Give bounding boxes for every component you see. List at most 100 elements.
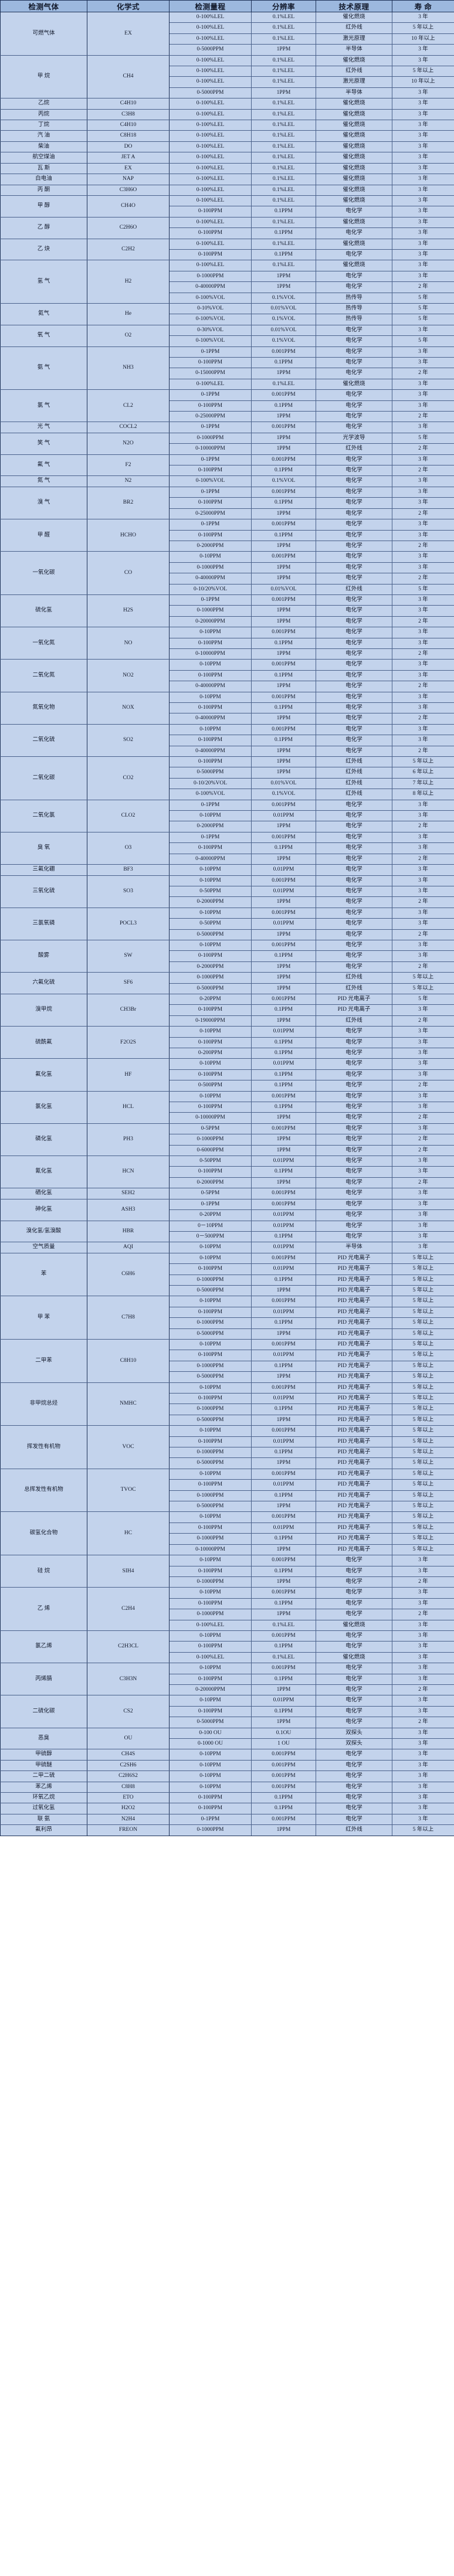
cell-resolution: 0.1PPM <box>251 206 316 218</box>
cell-detection-range: 0-100%VOL <box>169 789 252 800</box>
cell-lifetime: 2 年 <box>392 465 454 477</box>
table-row: 0-100%LEL 0.1%LEL 激光原理 10 年以上 <box>1 33 454 45</box>
cell-detection-range: 0-10PPM <box>169 1770 252 1782</box>
cell-chemical-formula: AQI <box>87 1242 170 1253</box>
cell-gas-name: 氯化氢 <box>0 1090 87 1124</box>
table-row: 乙 醇 C2H6O 0-100%LEL 0.1%LEL 催化燃烧 3 年 <box>0 216 454 239</box>
cell-resolution: 0.1%LEL <box>251 216 316 229</box>
cell-resolution: 0.001PPM <box>251 1587 316 1599</box>
table-row: 0-100PPM 0.1PPM 电化学 3 年 <box>1 1641 454 1653</box>
cell-resolution: 0.1%VOL <box>251 292 316 304</box>
cell-technology: 电化学 <box>316 637 392 649</box>
cell-lifetime: 3 年 <box>392 238 454 250</box>
cell-chemical-formula: TVOC <box>87 1468 170 1513</box>
cell-gas-name: 三氧化硫 <box>0 875 87 908</box>
cell-detection-range: 0-100%LEL <box>169 152 252 164</box>
cell-technology: 电化学 <box>316 562 392 574</box>
cell-detection-range: 0-1000PPM <box>169 1533 252 1545</box>
table-row: 0-40000PPM 1PPM 电化学 2 年 <box>1 853 454 865</box>
cell-gas-name: 甲 烷 <box>0 55 87 99</box>
cell-gas-name: 二氧化硫 <box>0 723 87 757</box>
cell-chemical-formula: C2H6S2 <box>87 1770 170 1782</box>
cell-technology: PID 光电离子 <box>316 1501 392 1513</box>
cell-detection-range: 0-100PPM <box>169 1263 252 1275</box>
table-row: 0-100PPM 0.1PPM 电化学 3 年 <box>1 249 454 261</box>
cell-resolution: 0.001PPM <box>251 627 316 638</box>
table-row: 光 气 COCL2 0-1PPM 0.001PPM 电化学 3 年 <box>0 422 454 433</box>
cell-detection-range: 0-10PPM <box>169 1338 252 1351</box>
cell-technology: PID 光电离子 <box>316 993 392 1005</box>
cell-lifetime: 3 年 <box>392 55 454 67</box>
cell-technology: 热传导 <box>316 292 392 304</box>
cell-lifetime: 2 年 <box>392 929 454 940</box>
cell-technology: 电化学 <box>316 1134 392 1146</box>
cell-detection-range: 0-25000PPM <box>169 508 252 520</box>
table-row: 0-15000PPM 1PPM 电化学 2 年 <box>1 368 454 379</box>
cell-gas-name: 恶臭 <box>0 1727 87 1750</box>
table-row: 0-5000PPM 1PPM PID 光电离子 5 年以上 <box>1 1284 454 1297</box>
table-row: 环氧乙烷 ETO 0-100PPM 0.1PPM 电化学 3 年 <box>0 1792 454 1804</box>
cell-resolution: 1PPM <box>251 562 316 574</box>
cell-technology: 催化燃烧 <box>316 238 392 250</box>
cell-resolution: 1PPM <box>251 573 316 584</box>
table-row: 溴化氢/氢溴酸 HBR 0－10PPM 0.01PPM 电化学 3 年 <box>0 1220 454 1243</box>
cell-chemical-formula: C6H6 <box>87 1252 170 1297</box>
cell-chemical-formula: HCHO <box>87 519 170 552</box>
table-row: 0-100PPM 0.01PPM PID 光电离子 5 年以上 <box>1 1263 454 1275</box>
cell-gas-name: 六氟化硫 <box>0 972 87 994</box>
table-row: 氮 气 N2 0-100%VOL 0.1%VOL 电化学 3 年 <box>0 475 454 487</box>
cell-chemical-formula: CH4S <box>87 1749 170 1761</box>
cell-lifetime: 3 年 <box>392 723 454 736</box>
cell-detection-range: 0-2000PPM <box>169 821 252 832</box>
cell-lifetime: 5 年以上 <box>392 1317 454 1329</box>
cell-technology: 红外线 <box>316 583 392 595</box>
table-row: 溴 气 BR2 0-1PPM 0.001PPM 电化学 3 年 <box>0 486 454 520</box>
table-row: 硫化氢 H2S 0-1PPM 0.001PPM 电化学 3 年 <box>0 594 454 628</box>
cell-resolution: 0.1%LEL <box>251 130 316 142</box>
cell-lifetime: 3 年 <box>392 475 454 487</box>
cell-detection-range: 0-1PPM <box>169 831 252 844</box>
cell-technology: 光学波导 <box>316 432 392 444</box>
table-row: 0-1000PPM 0.1PPM PID 光电离子 5 年以上 <box>1 1533 454 1545</box>
table-row: 0-100PPM 0.1PPM 电化学 3 年 <box>1 1598 454 1610</box>
cell-resolution: 1PPM <box>251 1824 316 1836</box>
cell-technology: 电化学 <box>316 1026 392 1038</box>
cell-resolution: 0.1PPM <box>251 1403 316 1415</box>
cell-lifetime: 3 年 <box>392 1069 454 1081</box>
table-row: 0-1000PPM 0.1PPM PID 光电离子 5 年以上 <box>1 1360 454 1372</box>
cell-resolution: 1PPM <box>251 1609 316 1620</box>
cell-detection-range: 0-5000PPM <box>169 1284 252 1297</box>
table-row: 六氟化硫 SF6 0-1000PPM 1PPM 红外线 5 年以上 <box>0 972 454 994</box>
cell-technology: 电化学 <box>316 1188 392 1199</box>
cell-detection-range: 0-1PPM <box>169 1198 252 1211</box>
cell-technology: 半导体 <box>316 44 392 56</box>
table-row: 0-100%LEL 0.1%LEL 红外线 5 年以上 <box>1 22 454 34</box>
cell-detection-range: 0-200PPM <box>169 1047 252 1059</box>
cell-chemical-formula: CS2 <box>87 1695 170 1728</box>
table-row: 0-10/20%VOL 0.01%VOL 红外线 5 年 <box>1 583 454 595</box>
cell-technology: 电化学 <box>316 1813 392 1826</box>
cell-technology: 红外线 <box>316 443 392 455</box>
cell-lifetime: 3 年 <box>392 346 454 358</box>
cell-lifetime: 5 年以上 <box>392 1371 454 1383</box>
cell-technology: PID 光电离子 <box>316 1522 392 1534</box>
table-row: 0-1000PPM 1PPM 电化学 2 年 <box>1 1576 454 1588</box>
table-row: 0-100PPM 0.1PPM 电化学 3 年 <box>1 1705 454 1718</box>
cell-lifetime: 3 年 <box>392 1565 454 1577</box>
cell-resolution: 0.001PPM <box>251 993 316 1005</box>
cell-detection-range: 0-100%LEL <box>169 22 252 34</box>
table-row: 0-1000PPM 0.1PPM PID 光电离子 5 年以上 <box>1 1403 454 1415</box>
cell-lifetime: 6 年以上 <box>392 767 454 779</box>
table-row: 0-100PPM 0.1PPM 电化学 3 年 <box>1 497 454 509</box>
cell-resolution: 0.001PPM <box>251 1338 316 1351</box>
cell-technology: PID 光电离子 <box>316 1350 392 1361</box>
cell-resolution: 0.01%VOL <box>251 324 316 337</box>
cell-technology: 电化学 <box>316 497 392 509</box>
cell-resolution: 0.01PPM <box>251 1350 316 1361</box>
cell-gas-name: 氟 气 <box>0 454 87 477</box>
cell-resolution: 0.1PPM <box>251 1036 316 1049</box>
cell-technology: 红外线 <box>316 1824 392 1836</box>
cell-detection-range: 0-100PPM <box>169 756 252 768</box>
cell-resolution: 1PPM <box>251 44 316 56</box>
cell-detection-range: 0-1000PPM <box>169 432 252 444</box>
